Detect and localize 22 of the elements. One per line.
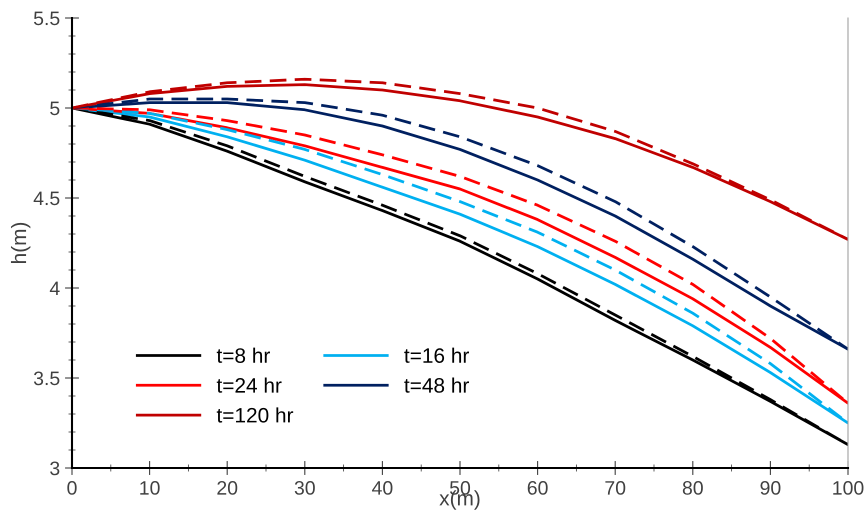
legend-label: t=8 hr	[216, 348, 270, 363]
y-axis-title: h(m)	[10, 222, 30, 263]
y-tick-label: 3	[50, 461, 60, 476]
x-tick-label: 20	[217, 481, 238, 495]
y-tick-label: 4.5	[34, 192, 60, 206]
x-tick-label: 80	[682, 481, 703, 495]
legend-label: t=16 hr	[404, 348, 470, 363]
legend-label: t=48 hr	[404, 377, 470, 393]
x-tick-label: 70	[605, 481, 626, 495]
x-tick-label: 0	[67, 481, 77, 495]
x-tick-label: 90	[760, 481, 780, 495]
y-tick-label: 5.5	[34, 12, 60, 26]
x-tick-label: 60	[528, 481, 548, 495]
x-tick-label: 10	[140, 481, 160, 495]
x-tick-label: 100	[833, 481, 864, 495]
y-tick-label: 5	[50, 102, 60, 116]
y-tick-label: 3.5	[34, 371, 60, 386]
legend-label: t=120 hr	[216, 407, 294, 423]
legend-label: t=24 hr	[216, 377, 282, 393]
y-tick-label: 4	[50, 282, 60, 296]
x-tick-label: 40	[372, 481, 392, 495]
x-tick-label: 30	[294, 481, 315, 495]
